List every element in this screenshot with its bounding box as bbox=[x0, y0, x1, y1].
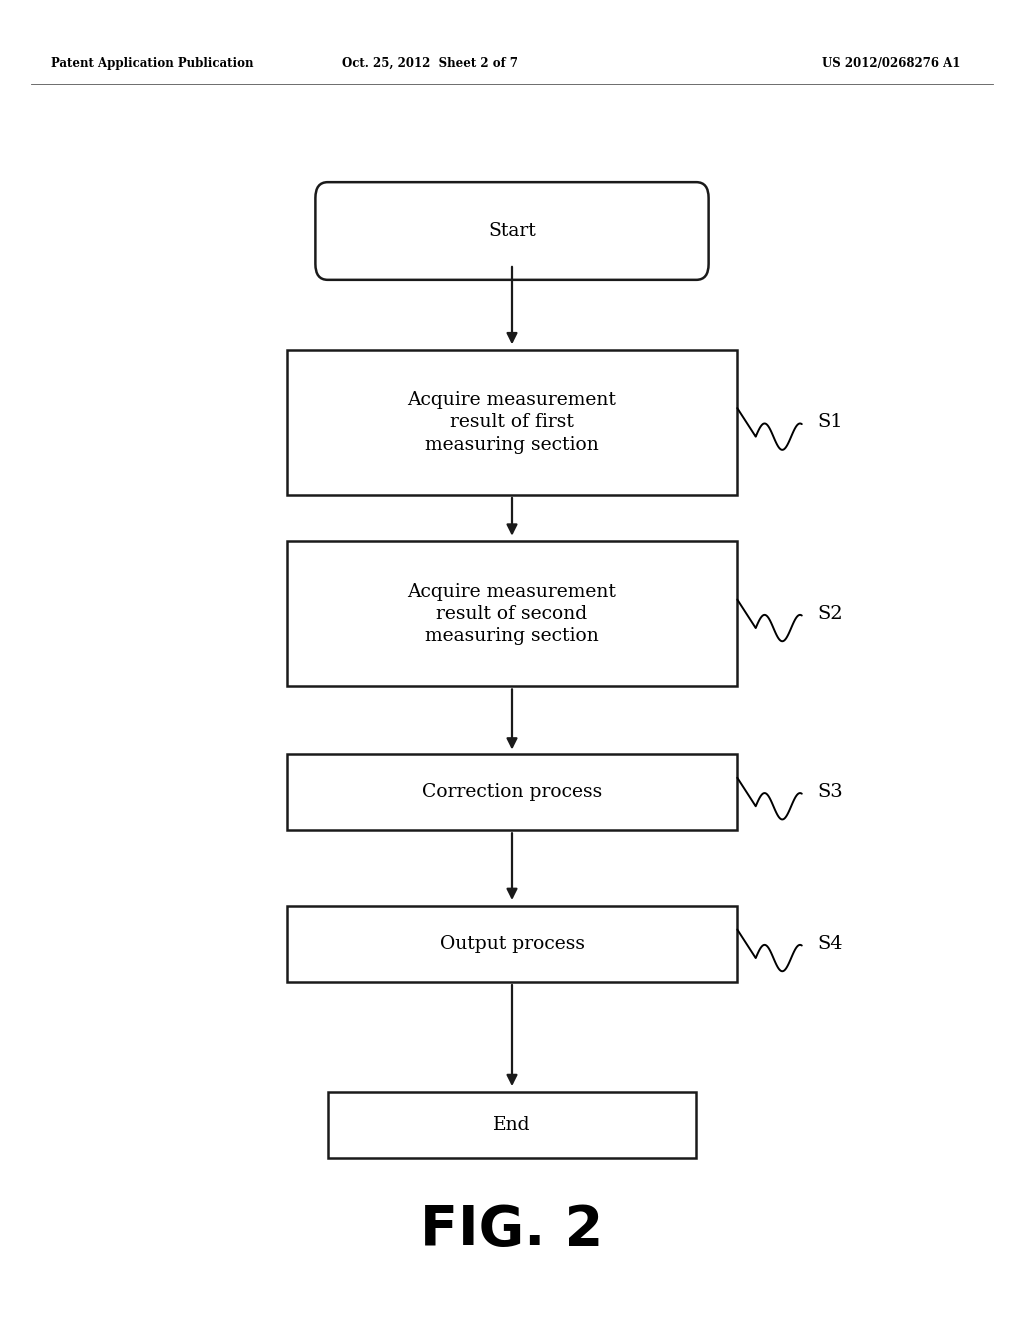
Text: S2: S2 bbox=[817, 605, 843, 623]
Bar bbox=[287, 754, 737, 830]
Text: Output process: Output process bbox=[439, 935, 585, 953]
Text: End: End bbox=[494, 1115, 530, 1134]
Text: Acquire measurement
result of second
measuring section: Acquire measurement result of second mea… bbox=[408, 582, 616, 645]
Text: S4: S4 bbox=[817, 935, 843, 953]
Text: Oct. 25, 2012  Sheet 2 of 7: Oct. 25, 2012 Sheet 2 of 7 bbox=[342, 57, 518, 70]
Bar bbox=[287, 906, 737, 982]
Text: Correction process: Correction process bbox=[422, 783, 602, 801]
Bar bbox=[328, 1092, 696, 1158]
Text: US 2012/0268276 A1: US 2012/0268276 A1 bbox=[821, 57, 961, 70]
Text: Acquire measurement
result of first
measuring section: Acquire measurement result of first meas… bbox=[408, 391, 616, 454]
Text: S1: S1 bbox=[817, 413, 843, 432]
Text: FIG. 2: FIG. 2 bbox=[421, 1204, 603, 1257]
Text: S3: S3 bbox=[817, 783, 843, 801]
Bar bbox=[287, 541, 737, 686]
Bar bbox=[287, 350, 737, 495]
Text: Start: Start bbox=[488, 222, 536, 240]
Text: Patent Application Publication: Patent Application Publication bbox=[51, 57, 254, 70]
FancyBboxPatch shape bbox=[315, 182, 709, 280]
